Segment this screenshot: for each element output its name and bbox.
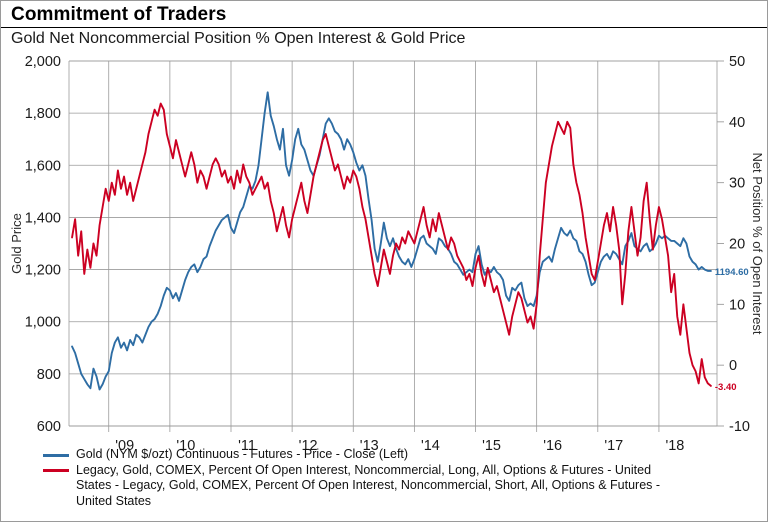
x-axis-tick: '11 (238, 438, 256, 451)
left-axis-tick: 1,400 (25, 210, 61, 226)
value-label-gold_price: 1194.60 (715, 267, 749, 278)
chart-subtitle: Gold Net Noncommercial Position % Open I… (11, 30, 466, 47)
left-axis-tick: 1,200 (25, 263, 61, 279)
value-label-net_position_pct: -3.40 (715, 382, 737, 393)
page-title: Commitment of Traders (11, 4, 227, 25)
right-axis-tick: 30 (729, 176, 745, 192)
x-axis-tick: '10 (176, 438, 195, 451)
right-axis-tick: 50 (729, 54, 745, 70)
axes: 600 800 1,000 1,200 1,400 1,600 1,800 2,000 -10 0… (9, 54, 765, 451)
x-axis-tick: '16 (543, 438, 562, 451)
chart-header: Commitment of Traders (1, 1, 767, 26)
legend-label-net-position: Legacy, Gold, COMEX, Percent Of Open Int… (76, 462, 661, 508)
left-axis-tick: 1,600 (25, 158, 61, 174)
legend-swatch-red (43, 468, 69, 472)
title-divider (1, 27, 767, 28)
value-annotations: 1194.60 -3.40 (715, 267, 749, 393)
legend-item-gold-price[interactable]: Gold (NYM $/ozt) Continuous - Futures - … (1, 447, 767, 463)
grid-lines (68, 60, 724, 432)
x-axis-tick: '12 (299, 438, 318, 451)
right-axis-tick: 0 (729, 358, 737, 374)
left-axis-tick: 600 (37, 419, 61, 435)
x-axis-tick: '13 (360, 438, 379, 451)
left-axis-tick: 800 (37, 367, 61, 383)
right-axis-title: Net Position % of Open Interest (750, 152, 765, 334)
left-axis-tick: 1,800 (25, 106, 61, 122)
left-axis-title: Gold Price (9, 213, 24, 274)
x-axis-tick: '15 (482, 438, 501, 451)
left-axis-tick: 2,000 (25, 54, 61, 70)
legend-label-gold-price: Gold (NYM $/ozt) Continuous - Futures - … (76, 447, 409, 461)
legend-swatch-blue (43, 454, 69, 457)
right-axis-tick: 20 (729, 237, 745, 253)
right-axis-tick: -10 (729, 419, 750, 435)
plot-area: 600 800 1,000 1,200 1,400 1,600 1,800 2,000 -10 0… (1, 51, 767, 451)
x-axis-tick: '14 (421, 438, 440, 451)
x-axis-tick: '17 (604, 438, 623, 451)
x-axis-tick: '09 (115, 438, 134, 451)
legend-item-net-position[interactable]: Legacy, Gold, COMEX, Percent Of Open Int… (1, 462, 767, 510)
right-axis-tick: 40 (729, 115, 745, 131)
series-lines (71, 91, 712, 391)
series-line-net_position_pct (71, 102, 712, 387)
x-axis-tick: '18 (665, 438, 684, 451)
right-axis-tick: 10 (729, 297, 745, 313)
chart-canvas: 600 800 1,000 1,200 1,400 1,600 1,800 2,000 -10 0… (9, 54, 765, 451)
left-axis-tick: 1,000 (25, 315, 61, 331)
series-line-gold_price (71, 91, 712, 391)
chart-legend: Gold (NYM $/ozt) Continuous - Futures - … (1, 447, 767, 510)
